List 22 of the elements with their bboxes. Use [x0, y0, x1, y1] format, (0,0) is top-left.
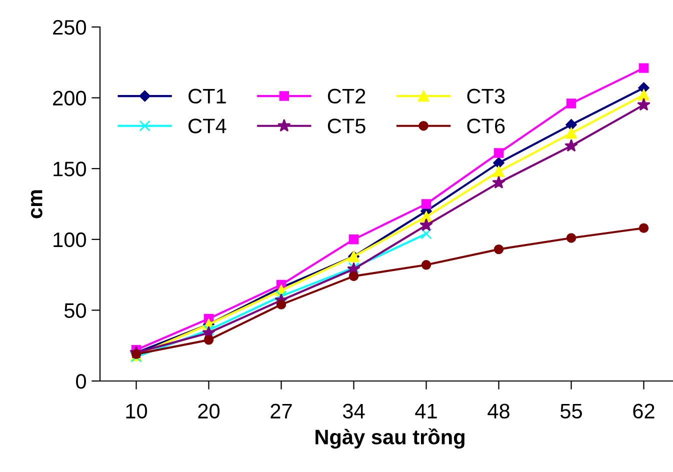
x-tick-label: 62 — [633, 404, 654, 419]
x-tick-label: 48 — [488, 404, 510, 419]
legend-label: CT2 — [328, 88, 366, 104]
legend-label: CT6 — [467, 118, 505, 134]
y-tick-label: 0 — [76, 374, 86, 389]
legend-label: CT3 — [467, 88, 505, 104]
x-axis-title: Ngày sau trồng — [316, 428, 464, 449]
y-tick-label: 50 — [64, 303, 86, 318]
legend-label: CT4 — [188, 118, 226, 134]
x-tick-label: 34 — [342, 404, 365, 419]
x-tick-label: 27 — [270, 404, 292, 418]
y-tick-label: 200 — [53, 90, 86, 106]
y-tick-label: 150 — [54, 162, 86, 176]
x-tick-label: 10 — [126, 404, 148, 419]
x-tick-label: 41 — [415, 404, 437, 418]
y-tick-label: 100 — [54, 232, 86, 248]
y-tick-label: 250 — [53, 20, 86, 35]
y-axis-title: cm — [30, 190, 42, 218]
legend-label: CT5 — [328, 118, 366, 134]
legend-label: CT1 — [188, 88, 226, 104]
x-tick-label: 55 — [560, 404, 582, 419]
x-tick-label: 20 — [198, 404, 220, 419]
